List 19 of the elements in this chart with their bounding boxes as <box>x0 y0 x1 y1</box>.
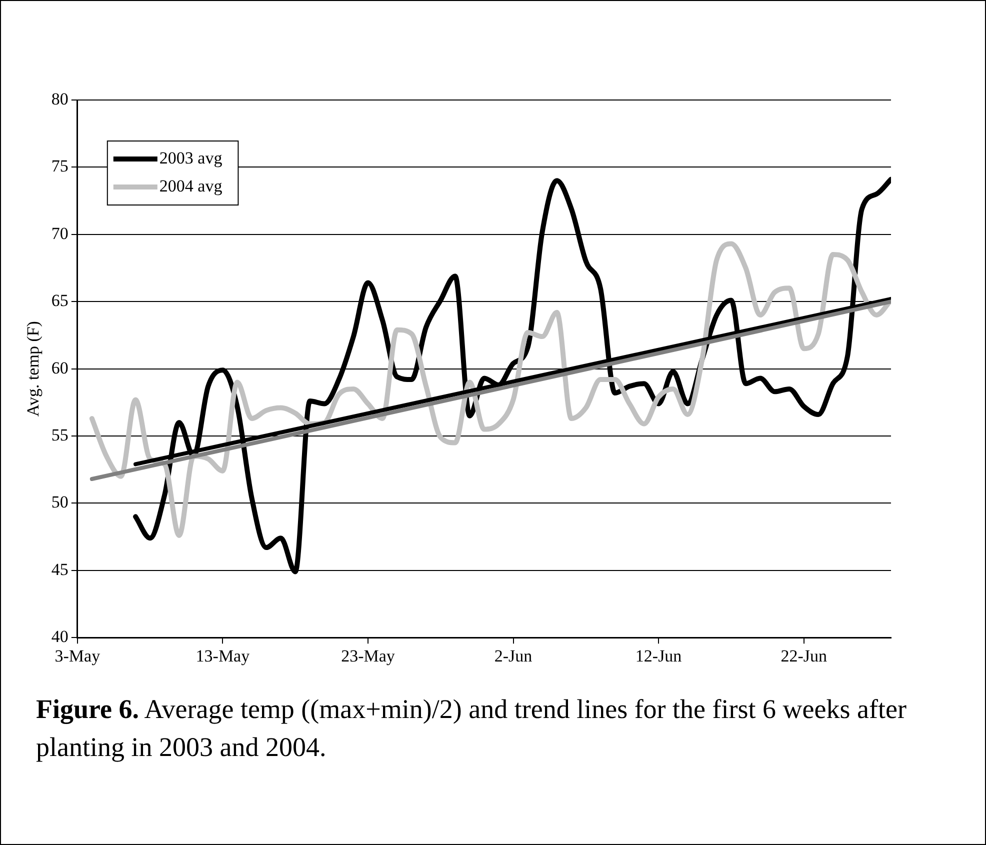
y-tick-label: 65 <box>51 291 68 310</box>
x-tick-label: 2-Jun <box>494 646 533 666</box>
legend-label: 2003 avg <box>159 148 223 168</box>
x-tick-label: 22-Jun <box>780 646 828 666</box>
y-tick-label: 50 <box>51 492 68 512</box>
caption: Figure 6. Average temp ((max+min)/2) and trend lines for the first 6 weeks after planting in 2003 and 2004. <box>36 693 908 764</box>
y-tick-label: 80 <box>51 89 68 108</box>
y-tick-label: 70 <box>51 224 68 243</box>
x-tick-label: 12-Jun <box>635 646 682 666</box>
x-tick-label: 13-May <box>196 646 250 666</box>
y-tick-label: 75 <box>51 156 68 176</box>
legend-label: 2004 avg <box>159 176 223 196</box>
x-tick-label: 23-May <box>341 646 396 666</box>
y-tick-label: 55 <box>51 425 68 444</box>
y-axis-title: Avg. temp (F) <box>24 321 43 417</box>
y-tick-label: 40 <box>51 627 68 646</box>
y-tick-label: 45 <box>51 560 68 579</box>
y-tick-label: 60 <box>51 358 68 378</box>
x-tick-label: 3-May <box>54 646 101 666</box>
